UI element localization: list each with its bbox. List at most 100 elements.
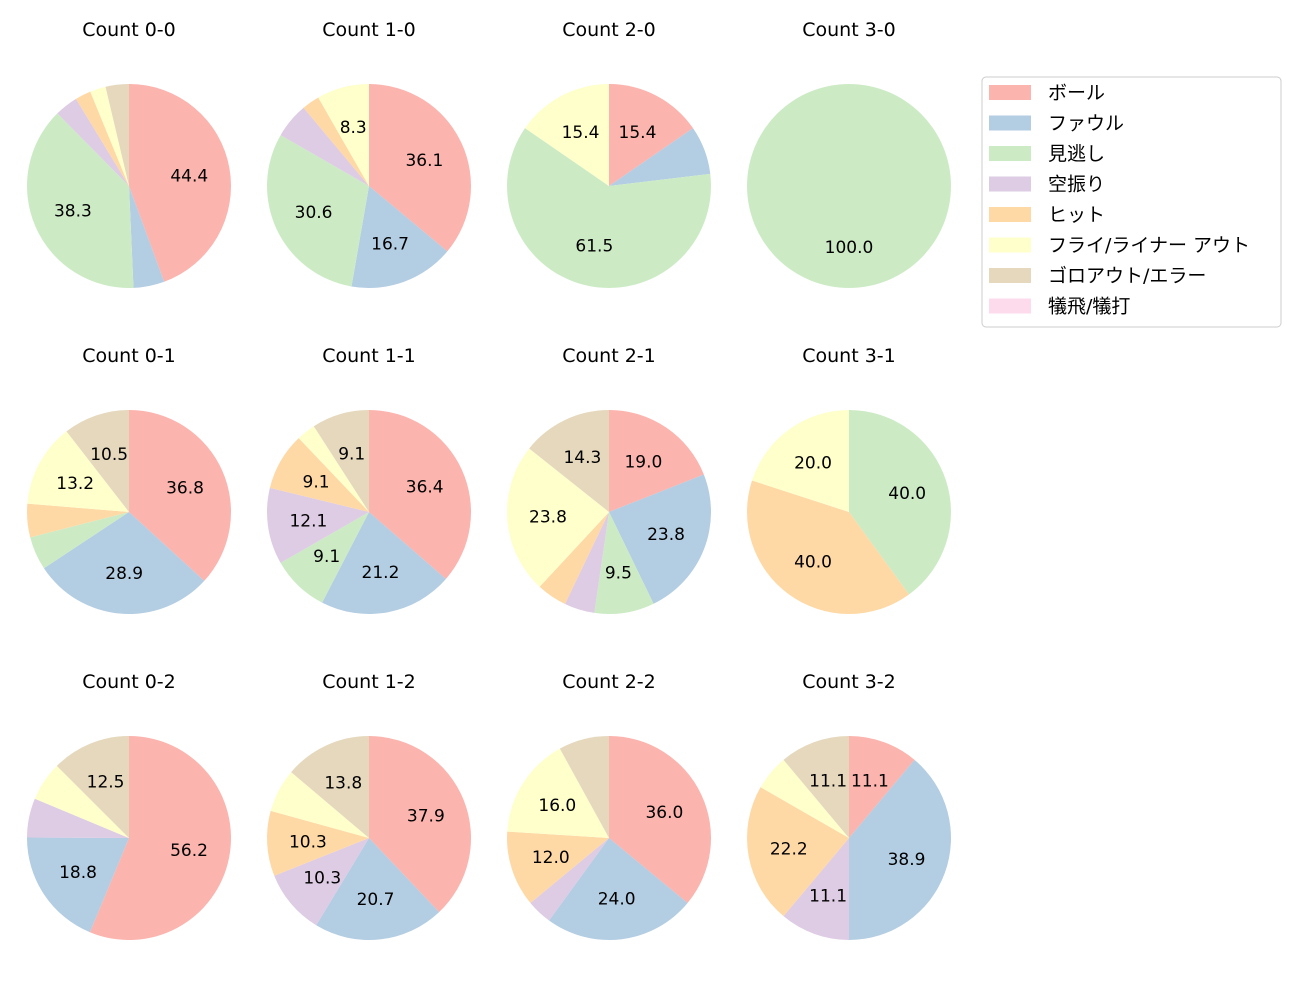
slice-4	[75, 91, 129, 186]
slice-label: 22.2	[770, 840, 808, 860]
slice-label: 36.8	[166, 478, 204, 498]
slice-label: 15.4	[562, 123, 600, 143]
slice-label: 44.4	[170, 166, 208, 186]
pie-title: Count 3-2	[802, 671, 896, 693]
legend-label: 空振り	[1048, 174, 1105, 196]
slice-0	[609, 84, 694, 186]
slice-4	[747, 787, 849, 917]
slice-6	[783, 736, 849, 838]
legend-label: フライ/ライナー アウト	[1048, 235, 1250, 257]
slice-label: 12.5	[87, 772, 125, 792]
slice-1	[549, 838, 688, 941]
slice-label: 9.1	[338, 444, 365, 464]
slice-label: 36.0	[645, 803, 683, 823]
slice-4	[506, 831, 609, 904]
slice-1	[27, 837, 130, 933]
legend-swatch	[989, 268, 1031, 283]
slice-6	[559, 736, 609, 838]
slice-4	[267, 810, 369, 876]
slice-5	[318, 84, 369, 186]
slice-label: 38.3	[54, 201, 92, 221]
slice-6	[105, 84, 129, 186]
slice-4	[747, 480, 909, 614]
slice-5	[270, 772, 369, 838]
slice-1	[322, 512, 446, 614]
pie-title: Count 0-0	[82, 19, 176, 41]
pie-title: Count 1-2	[322, 671, 416, 693]
pie-title: Count 3-0	[802, 19, 896, 41]
pie-count-0-0: Count 0-0 44.4 38.3	[26, 19, 231, 288]
slice-5	[524, 84, 609, 186]
slice-4	[303, 97, 369, 186]
slice-label: 21.2	[362, 563, 400, 583]
slice-0	[369, 410, 471, 579]
pie-title: Count 1-0	[322, 19, 416, 41]
legend-swatch	[989, 85, 1031, 100]
slice-3	[274, 838, 369, 926]
slice-0	[129, 84, 231, 282]
pie-title: Count 3-1	[802, 345, 896, 367]
slice-0	[369, 84, 472, 252]
slice-label: 10.3	[303, 869, 341, 889]
slice-6	[66, 410, 129, 512]
slice-1	[609, 128, 711, 186]
legend-label: ヒット	[1048, 204, 1105, 226]
legend-swatch	[989, 298, 1031, 314]
slice-label: 20.0	[794, 453, 832, 473]
slice-label: 23.8	[529, 508, 567, 528]
slice-label: 20.7	[357, 890, 395, 910]
slice-1	[609, 474, 711, 604]
slice-6	[529, 410, 609, 512]
slice-3	[27, 798, 129, 838]
slice-2	[266, 135, 369, 287]
slice-label: 11.1	[809, 887, 847, 907]
slice-6	[313, 410, 369, 512]
slice-label: 56.2	[170, 841, 208, 861]
legend-frame	[981, 76, 1282, 328]
slice-1	[316, 838, 440, 940]
legend-label: ボール	[1048, 82, 1105, 104]
slice-2	[30, 512, 130, 569]
slice-4	[269, 438, 369, 512]
slice-1	[129, 186, 165, 288]
slice-5	[507, 748, 609, 838]
slice-label: 100.0	[825, 238, 874, 258]
pie-count-2-2: Count 2-2 36.0 24.0 12.0 16.0	[506, 671, 712, 941]
pie-count-1-1: Count 1-1 36.4 21.2 9.1 12.1 9.1 9.1	[267, 345, 471, 614]
slice-2	[280, 512, 369, 603]
slice-label: 61.5	[575, 236, 613, 256]
legend-swatch	[989, 176, 1031, 192]
slice-label: 16.7	[371, 234, 409, 254]
pie-count-3-2: Count 3-2 11.1 38.9 11.1 22.2 11.1	[747, 671, 951, 941]
pie-count-1-0: Count 1-0 36.1 16.7 30.6 8.3	[266, 19, 472, 289]
slice-label: 14.3	[563, 448, 601, 468]
slice-label: 12.0	[532, 848, 570, 868]
pie-title: Count 1-1	[322, 345, 416, 367]
pie-title: Count 2-0	[562, 19, 656, 41]
slice-4	[539, 512, 609, 605]
slice-1	[849, 759, 951, 940]
legend-label: 見逃し	[1048, 143, 1105, 165]
legend-swatch	[989, 237, 1031, 253]
slice-label: 11.1	[809, 771, 847, 791]
slice-2	[747, 84, 951, 288]
legend-swatch	[989, 146, 1031, 161]
legend-label: ファウル	[1048, 113, 1124, 135]
slice-label: 37.9	[407, 806, 445, 826]
pie-title: Count 2-1	[562, 345, 656, 367]
slice-5	[27, 431, 130, 512]
slice-label: 10.5	[90, 445, 128, 465]
slice-label: 19.0	[624, 452, 662, 472]
pie-count-0-1: Count 0-1 36.8 28.9 13.2 10.5	[26, 345, 232, 615]
slice-5	[507, 448, 609, 587]
slice-4	[26, 503, 129, 538]
slice-1	[351, 186, 448, 289]
slice-label: 40.0	[888, 484, 926, 504]
legend-swatch	[989, 115, 1031, 131]
slice-0	[609, 410, 704, 512]
slice-label: 16.0	[538, 796, 576, 816]
slice-0	[849, 736, 915, 838]
slice-label: 15.4	[619, 123, 657, 143]
